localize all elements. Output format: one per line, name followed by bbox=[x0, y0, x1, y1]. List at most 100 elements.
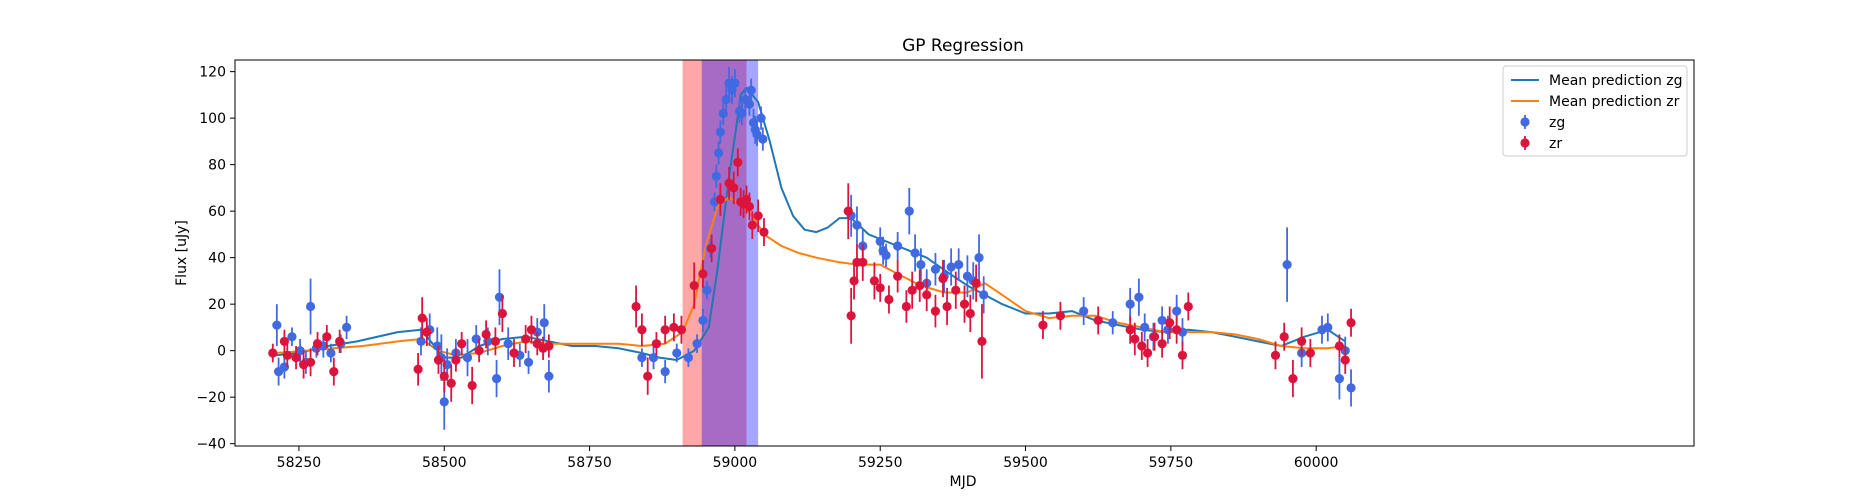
x-tick-label: 58500 bbox=[422, 455, 467, 471]
zr-point bbox=[843, 206, 853, 216]
zr-point bbox=[915, 280, 925, 291]
x-tick-label: 58250 bbox=[277, 455, 322, 471]
zr-point bbox=[457, 339, 467, 349]
zg-point bbox=[910, 248, 920, 258]
zr-point bbox=[901, 301, 911, 312]
zg-point bbox=[523, 357, 534, 367]
zr-point bbox=[312, 339, 323, 349]
zr-point bbox=[481, 329, 491, 339]
zr-point bbox=[689, 280, 699, 291]
zr-point bbox=[474, 346, 484, 356]
zr-point bbox=[417, 313, 427, 323]
zr-point bbox=[643, 371, 653, 381]
y-tick-label: 120 bbox=[199, 65, 226, 81]
zg-point bbox=[974, 253, 984, 263]
zr-point bbox=[1305, 348, 1315, 358]
zr-point bbox=[1149, 332, 1160, 342]
plot-area-frame bbox=[234, 59, 1695, 447]
zr-point bbox=[651, 339, 662, 349]
zg-point bbox=[698, 315, 708, 326]
zr-point bbox=[922, 290, 932, 300]
y-tick-label: 40 bbox=[208, 251, 226, 267]
zr-point bbox=[753, 211, 763, 221]
y-tick-label: −20 bbox=[196, 390, 226, 406]
zg-point bbox=[637, 353, 647, 363]
y-tick-label: −40 bbox=[196, 437, 226, 453]
zr-point bbox=[439, 371, 449, 381]
zr-point bbox=[951, 285, 961, 295]
zr-point bbox=[329, 366, 339, 377]
zr-point bbox=[1165, 318, 1175, 328]
zg-point bbox=[660, 366, 670, 377]
zr-point bbox=[282, 350, 292, 360]
zg-point bbox=[1140, 322, 1150, 333]
zr-point bbox=[467, 380, 477, 391]
zg-point bbox=[730, 78, 740, 88]
zg-point bbox=[272, 320, 282, 330]
x-tick-label: 59500 bbox=[1003, 455, 1048, 471]
zg-point bbox=[503, 339, 513, 349]
zg-point bbox=[881, 250, 891, 260]
zr-point bbox=[1270, 350, 1281, 360]
zr-point bbox=[322, 332, 332, 342]
zg-point bbox=[746, 85, 756, 95]
zr-point bbox=[335, 336, 345, 346]
zg-point bbox=[1157, 315, 1167, 326]
zg-point bbox=[702, 285, 712, 295]
zr-point bbox=[747, 220, 757, 230]
zg-point bbox=[1334, 373, 1345, 384]
zg-point bbox=[1172, 306, 1182, 316]
zg-point bbox=[756, 113, 766, 123]
y-tick-label: 60 bbox=[208, 204, 226, 220]
zr-point bbox=[858, 257, 868, 267]
zg-point bbox=[1346, 383, 1356, 393]
zg-point bbox=[462, 353, 473, 363]
zr-point bbox=[1297, 336, 1307, 346]
zg-point bbox=[305, 301, 316, 312]
legend-label: Mean prediction zr bbox=[1549, 94, 1680, 110]
zg-point bbox=[893, 241, 903, 251]
zg-point bbox=[954, 260, 964, 270]
zr-point bbox=[1038, 320, 1048, 330]
zr-point bbox=[305, 357, 316, 367]
zr-point bbox=[707, 243, 717, 253]
zg-point bbox=[439, 397, 449, 407]
zr-point bbox=[875, 283, 885, 293]
zr-point bbox=[1288, 373, 1298, 384]
zr-point bbox=[733, 157, 743, 167]
zg-point bbox=[1079, 306, 1089, 316]
legend-label: zr bbox=[1549, 136, 1562, 152]
legend-swatch-marker bbox=[1520, 138, 1530, 148]
legend-frame bbox=[1502, 65, 1688, 157]
zg-point bbox=[737, 108, 747, 119]
zg-point bbox=[758, 134, 768, 144]
zr-point bbox=[268, 348, 278, 358]
zg-point bbox=[852, 220, 862, 230]
zg-point bbox=[711, 171, 721, 181]
zr-point bbox=[497, 308, 507, 319]
zr-point bbox=[291, 353, 301, 363]
zg-point bbox=[916, 260, 926, 270]
zr-point bbox=[279, 336, 290, 346]
zr-point bbox=[1157, 339, 1167, 349]
zr-point bbox=[433, 355, 444, 365]
prediction-lines bbox=[275, 86, 1346, 361]
zr-point bbox=[884, 294, 894, 305]
legend-label: Mean prediction zg bbox=[1549, 73, 1683, 89]
x-tick-label: 59000 bbox=[713, 455, 758, 471]
zg-point bbox=[1108, 318, 1118, 328]
zr-point bbox=[698, 269, 708, 279]
zr-point bbox=[729, 183, 739, 193]
zr-point bbox=[744, 201, 755, 212]
zr-point bbox=[422, 327, 432, 337]
zr-point bbox=[1334, 341, 1345, 351]
zg-point bbox=[326, 348, 336, 358]
zg-point bbox=[904, 206, 914, 216]
y-tick-label: 100 bbox=[199, 111, 226, 127]
x-tick-label: 60000 bbox=[1294, 455, 1339, 471]
zg-point bbox=[1323, 322, 1333, 333]
x-tick-label: 59250 bbox=[858, 455, 903, 471]
zr-point bbox=[660, 325, 670, 335]
zr-point bbox=[971, 278, 981, 288]
